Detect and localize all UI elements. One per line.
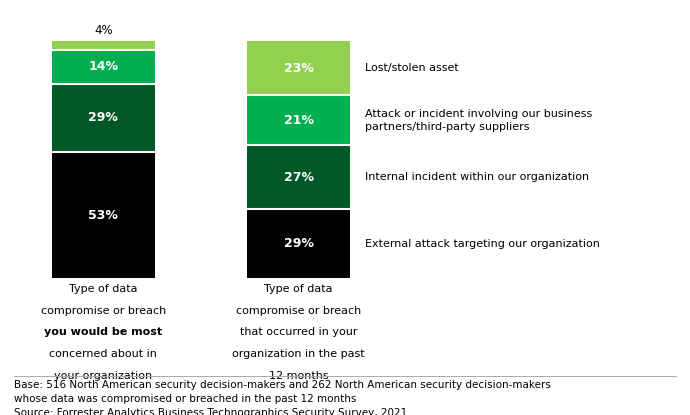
Bar xyxy=(247,41,350,95)
Text: organization in the past: organization in the past xyxy=(233,349,365,359)
Text: 27%: 27% xyxy=(284,171,314,184)
Text: compromise or breach: compromise or breach xyxy=(236,306,362,316)
Text: Internal incident within our organization: Internal incident within our organizatio… xyxy=(364,172,589,182)
Text: 14%: 14% xyxy=(88,61,118,73)
Bar xyxy=(247,209,350,278)
Bar xyxy=(52,83,155,152)
Text: 29%: 29% xyxy=(88,112,118,124)
Bar xyxy=(247,145,350,209)
Text: Type of data: Type of data xyxy=(264,284,333,294)
Text: 12 months: 12 months xyxy=(269,371,328,381)
Text: Lost/stolen asset: Lost/stolen asset xyxy=(364,63,458,73)
Text: Attack or incident involving our business
partners/third-party suppliers: Attack or incident involving our busines… xyxy=(364,109,592,132)
Text: 23%: 23% xyxy=(284,62,313,75)
Text: External attack targeting our organization: External attack targeting our organizati… xyxy=(364,239,600,249)
Bar xyxy=(52,50,155,83)
Text: 53%: 53% xyxy=(88,209,118,222)
Bar xyxy=(52,152,155,278)
Text: 4%: 4% xyxy=(94,24,112,37)
Bar xyxy=(247,95,350,145)
Text: Type of data: Type of data xyxy=(69,284,137,294)
Text: you would be most: you would be most xyxy=(44,327,162,337)
Text: 21%: 21% xyxy=(284,114,314,127)
Text: Base: 516 North American security decision-makers and 262 North American securit: Base: 516 North American security decisi… xyxy=(14,380,551,415)
Text: your organization: your organization xyxy=(54,371,152,381)
Bar xyxy=(52,41,155,50)
Text: that occurred in your: that occurred in your xyxy=(240,327,357,337)
Text: concerned about in: concerned about in xyxy=(49,349,157,359)
Text: 29%: 29% xyxy=(284,237,313,250)
Text: compromise or breach: compromise or breach xyxy=(41,306,166,316)
